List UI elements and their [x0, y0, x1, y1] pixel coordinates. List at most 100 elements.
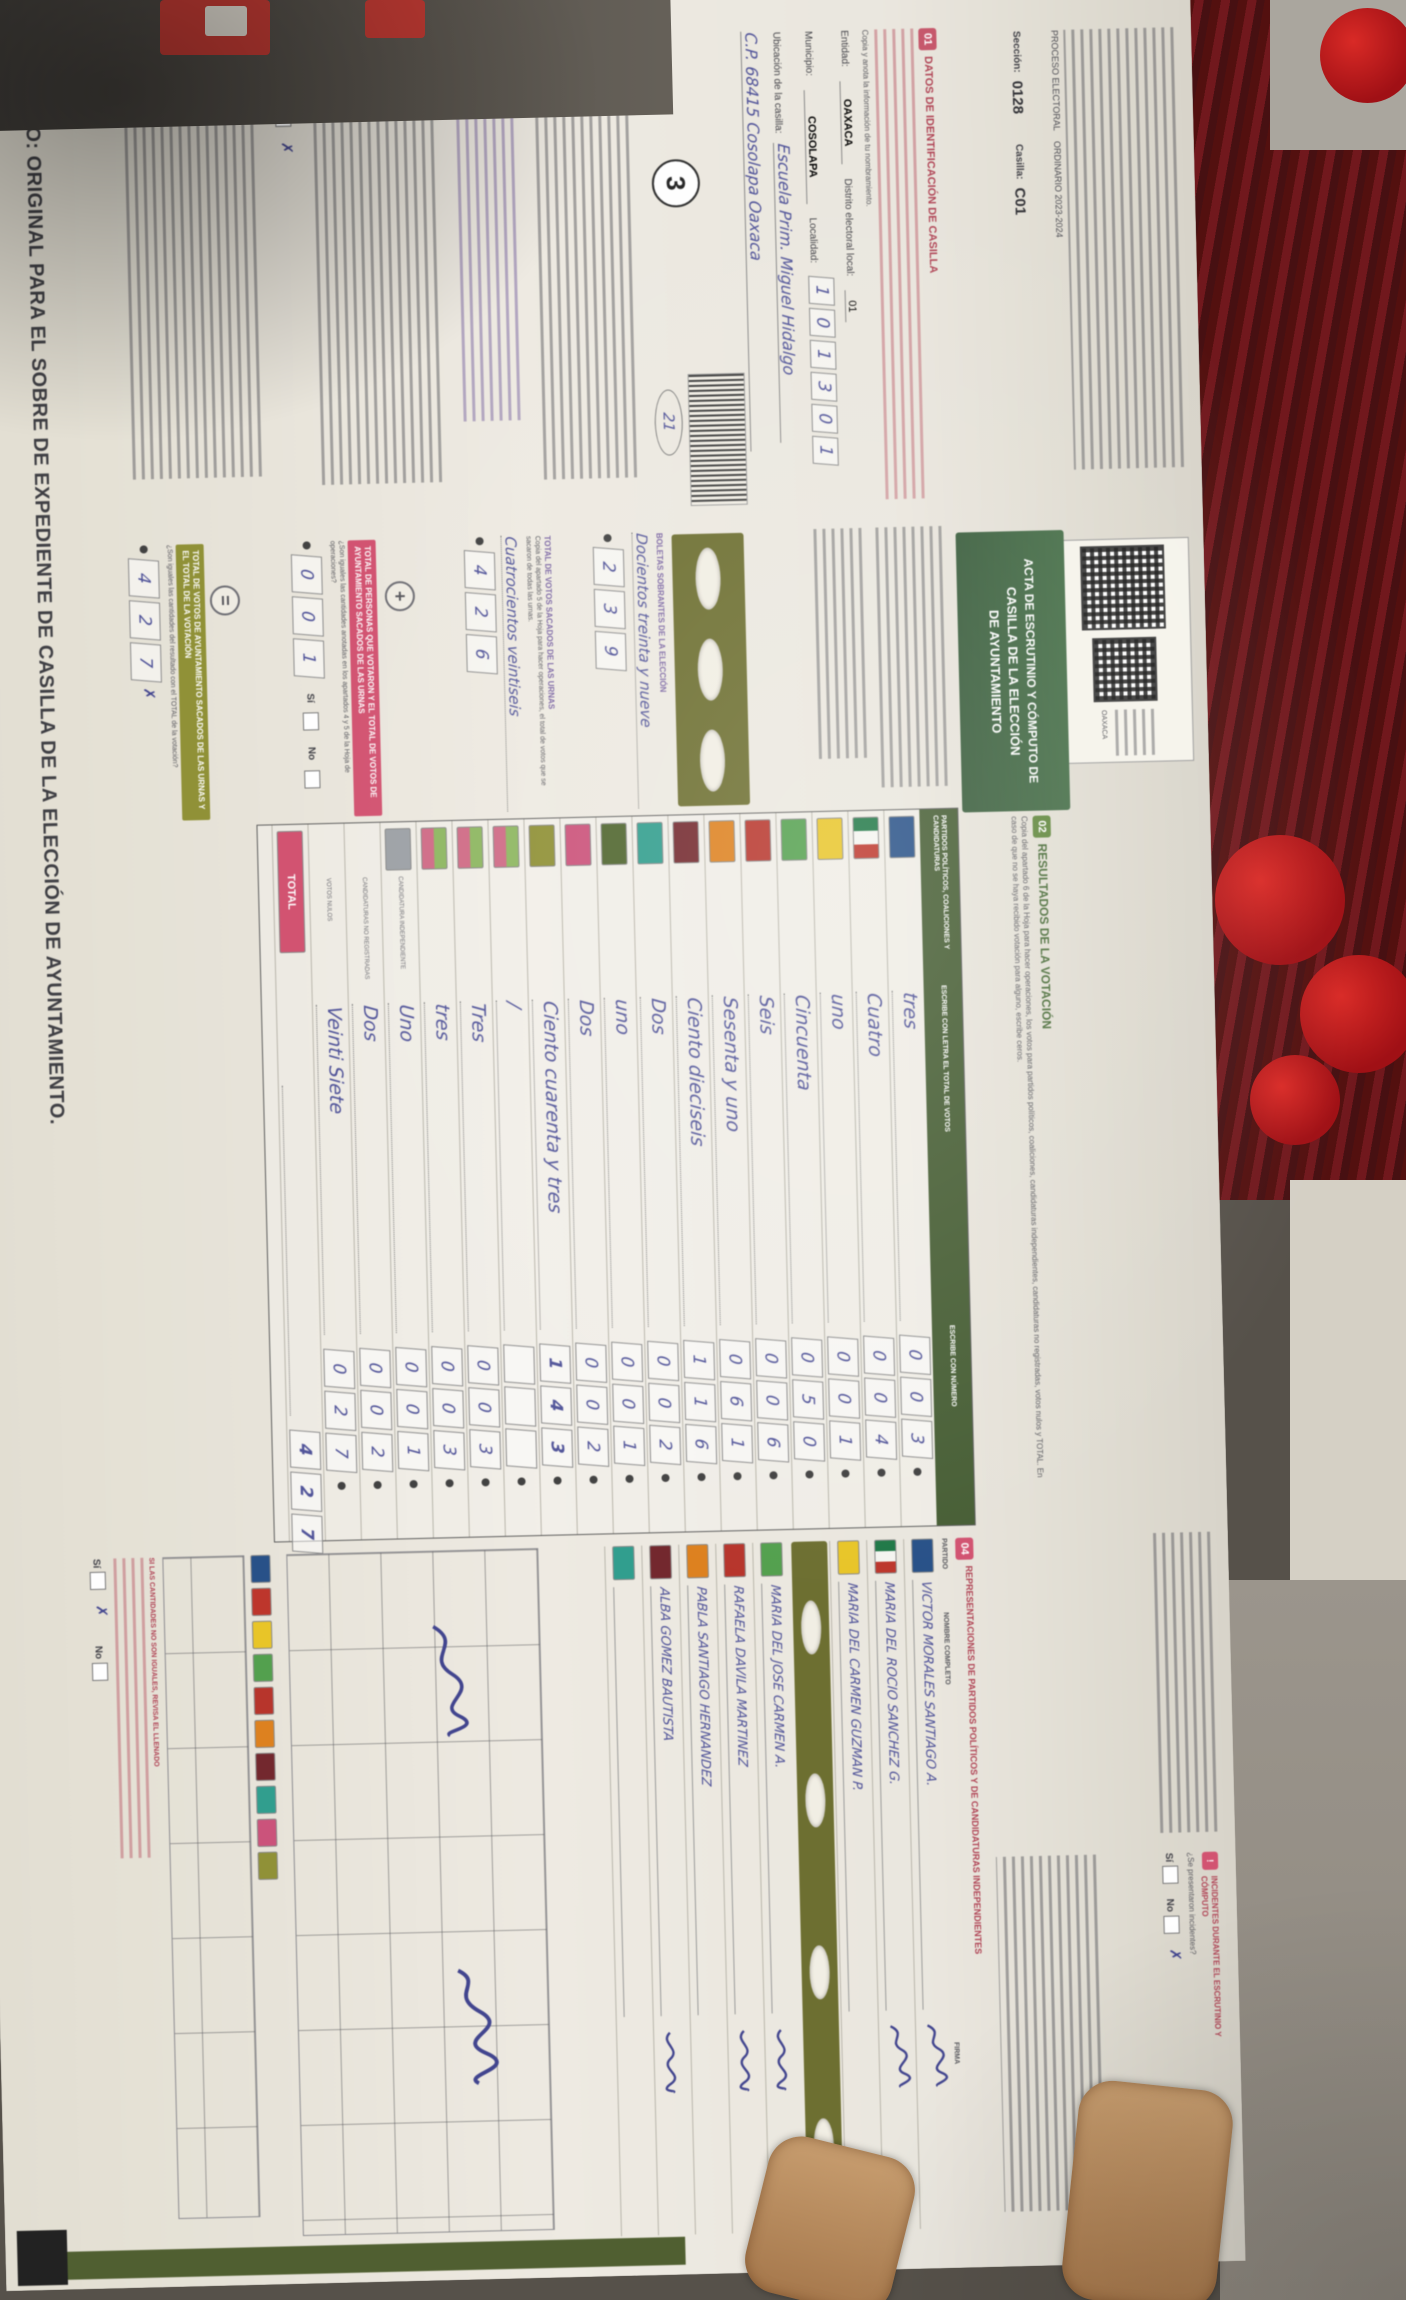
- digit-box: 0: [828, 1378, 860, 1418]
- page-number: 3: [661, 175, 692, 191]
- bullet-dot: [914, 1468, 922, 1476]
- votes-digit-boxes: 0 0 3: [431, 1347, 465, 1470]
- col-header-numero: ESCRIBE CON NÚMERO: [948, 1324, 958, 1407]
- signature-scribble: [884, 2021, 912, 2092]
- barcode-icon: [688, 373, 748, 506]
- clave-digit-boxes: 1 0 1 3 0 1: [808, 277, 839, 466]
- row-category-label: [651, 870, 654, 990]
- digit-box: 3: [469, 1429, 501, 1469]
- votes-in-words: Cuatro: [856, 992, 893, 1324]
- proceso-line2: ORDINARIO 2023-2024: [1051, 140, 1065, 238]
- party-logo-icon: [251, 1588, 272, 1616]
- row-category-label: [759, 867, 762, 987]
- party-logo-icon: [837, 1540, 860, 1575]
- row-category-label: [579, 872, 582, 992]
- party-logo-icon: [637, 822, 664, 865]
- boletas-word: Docientos treinta y nueve: [631, 533, 657, 810]
- seal-oval: [695, 548, 722, 611]
- votes-digit-boxes: 0 5 0: [791, 1338, 825, 1461]
- representative-row: RAFAELA DAVILA MARTINEZ: [715, 1543, 769, 2234]
- bullet-dot: [303, 541, 311, 549]
- party-logo-icon: [673, 821, 700, 864]
- digit-box: 0: [864, 1377, 896, 1417]
- votes-in-words: Sesenta y uno: [712, 995, 749, 1327]
- party-logo-icon: [565, 824, 592, 867]
- seal-oval: [801, 1600, 822, 1654]
- clave-digit: 1: [808, 276, 835, 306]
- digit-box: 9: [595, 631, 627, 671]
- votes-digit-boxes: 4 2 7: [289, 1430, 323, 1553]
- digit-box: 7: [325, 1433, 357, 1473]
- pen-mark: ✗: [1165, 1948, 1185, 1962]
- section02-number: 02: [1032, 815, 1051, 837]
- representative-name: [614, 1587, 646, 2019]
- signature-seal-strip: [671, 533, 750, 807]
- votes-in-words: Tres: [460, 1001, 497, 1333]
- digit-box: 0: [647, 1341, 679, 1381]
- row-category-label: [687, 869, 690, 989]
- votes-digit-boxes: 0 0 3: [899, 1335, 933, 1458]
- qr-code-icon: [1080, 545, 1166, 631]
- votes-in-words: Ciento dieciseis: [676, 996, 713, 1328]
- votes-digit-boxes: 0 6 1: [719, 1340, 753, 1463]
- party-logo-icon: [250, 1555, 271, 1583]
- domicilio-label: Ubicación de la casilla:: [770, 31, 784, 134]
- party-logo-icon: [709, 820, 736, 863]
- si-checkbox: [1162, 1866, 1178, 1884]
- digit-box: 1: [829, 1420, 861, 1460]
- si-label: Sí: [90, 1558, 102, 1569]
- digit-box: 0: [431, 1346, 463, 1386]
- party-logo-icon: [911, 1538, 934, 1573]
- bullet-dot: [662, 1474, 670, 1482]
- digit-box: 1: [293, 638, 325, 678]
- representative-name: MARIA DEL ROCIO SANCHEZ G.: [876, 1581, 908, 2013]
- municipio-value: COSOLAPA: [804, 90, 820, 204]
- digit-box: 0: [432, 1388, 464, 1428]
- si-label: Sí: [304, 693, 316, 703]
- casilla-oval-value: 21: [659, 412, 678, 433]
- representative-row: ALBA GOMEZ BAUTISTA: [641, 1545, 695, 2236]
- votes-in-words: Dos: [568, 999, 605, 1331]
- entidad-value: OAXACA: [839, 81, 854, 165]
- digit-box: 4: [464, 550, 496, 590]
- paper-under-edge: [1290, 1180, 1406, 1590]
- localidad-label: Localidad:: [806, 217, 819, 264]
- party-logo-icon: [255, 1753, 276, 1781]
- results-table: PARTIDOS POLÍTICOS, COALICIONES Y CANDID…: [256, 808, 975, 1543]
- reps-rows-bottom: MARIA DEL JOSE CARMEN A. RAFAELA DAVILA …: [604, 1542, 806, 2236]
- votes-in-words: Cincuenta: [784, 993, 821, 1325]
- votes-in-words: /: [496, 1000, 533, 1332]
- representative-name: RAFAELA DAVILA MARTINEZ: [725, 1584, 757, 2016]
- digit-box: 6: [466, 634, 498, 674]
- acta-document: PROCESO ELECTORAL ORDINARIO 2023-2024 Se…: [0, 0, 1246, 2291]
- urnas-block: TOTAL DE VOTOS SACADOS DE LAS URNAS Copi…: [464, 535, 558, 813]
- digit-box: 1: [613, 1426, 645, 1466]
- party-logo-icon: [649, 1545, 672, 1580]
- party-logo-icon: [889, 816, 916, 859]
- party-logo-icon: [874, 1539, 897, 1574]
- bullet-dot: [806, 1470, 814, 1478]
- party-logo-icon: [686, 1544, 709, 1579]
- digit-box: 2: [129, 600, 161, 640]
- digit-box: 5: [792, 1379, 824, 1419]
- signature-scribble: [438, 1959, 501, 2090]
- urnas-digits: 4 2 6: [464, 551, 498, 674]
- match-digits: 4 2 7: [128, 559, 162, 682]
- votes-digit-boxes: 0 0 3: [467, 1346, 501, 1469]
- digit-box: 2: [649, 1425, 681, 1465]
- digit-box: 7: [130, 642, 162, 682]
- plus-operator: +: [385, 581, 416, 612]
- signature-scribble: [733, 2025, 761, 2096]
- party-logo-icon: [493, 825, 520, 868]
- signature-scribble: [770, 2024, 798, 2095]
- clave-digit: 0: [811, 404, 838, 434]
- row-category-label: [543, 873, 546, 993]
- votes-digit-boxes: 0 0 4: [863, 1336, 897, 1459]
- address-line1: Escuela Prim. Miguel Hidalgo: [773, 143, 800, 445]
- red-object: [1250, 1055, 1340, 1145]
- votes-in-words: Seis: [748, 994, 785, 1326]
- row-category-label: CANDIDATURAS NO REGISTRADAS: [360, 877, 370, 980]
- representative-name: VICTOR MORALES SANTIAGO A.: [913, 1580, 945, 2012]
- fine-print: [871, 526, 947, 788]
- digit-box: 4: [289, 1430, 321, 1470]
